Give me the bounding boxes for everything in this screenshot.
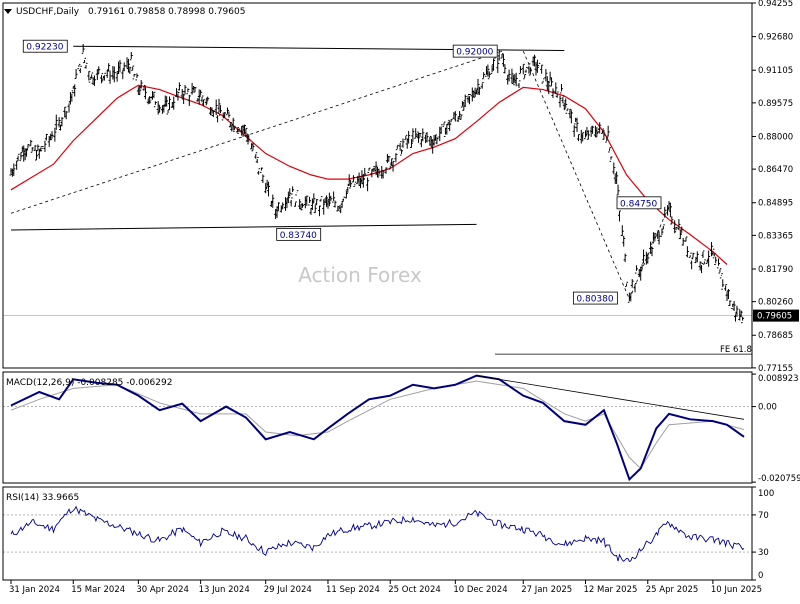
macd-tick-label: 0.008923: [758, 374, 799, 384]
current-price-marker: [753, 309, 799, 322]
annotation-box: [22, 39, 68, 53]
annotation-label: 0.83740: [280, 231, 317, 241]
x-tick-label: 25 Oct 2024: [388, 585, 441, 595]
annotation-label: 0.92230: [26, 43, 63, 53]
macd-tick-label: -0.020759: [758, 474, 800, 484]
y-tick-label: 0.89575: [758, 99, 793, 109]
rsi-line: [10, 505, 745, 562]
trendline: [10, 223, 477, 231]
annotation-label: 0.92000: [456, 48, 493, 58]
rsi-tick-label: 0: [758, 571, 763, 581]
macd-tick-label: 0.00: [758, 403, 777, 413]
rsi-tick-label: 100: [758, 489, 774, 499]
x-tick-label: 31 Jan 2024: [9, 585, 60, 595]
x-tick-label: 10 Dec 2024: [453, 585, 507, 595]
x-tick-label: 12 Mar 2025: [584, 585, 638, 595]
x-tick-label: 30 Apr 2024: [136, 585, 189, 595]
y-tick-label: 0.77155: [758, 364, 793, 374]
main-panel-frame: [2, 2, 753, 369]
annotation-label: 0.80380: [576, 295, 613, 305]
macd-trendline: [476, 375, 745, 420]
moving-average-line: [10, 84, 728, 265]
fe-level-label: FE 61.8: [720, 345, 752, 355]
annotation-box: [616, 196, 662, 210]
x-tick-label: 13 Jun 2024: [199, 585, 250, 595]
x-tick-label: 15 Mar 2024: [71, 585, 125, 595]
y-tick-label: 0.92680: [758, 33, 793, 43]
trendline: [629, 205, 670, 300]
macd-panel-title: MACD(12,26,9) -0.008285 -0.006292: [6, 378, 172, 388]
collapse-triangle-icon[interactable]: [4, 9, 12, 14]
annotation-label: 0.84750: [620, 199, 657, 209]
symbol-label: USDCHF,Daily: [16, 7, 80, 17]
macd-main-line: [10, 374, 745, 482]
y-tick-label: 0.78685: [758, 331, 793, 341]
trendline: [522, 50, 630, 300]
rsi-panel-frame: [2, 486, 753, 581]
current-price-label: 0.79605: [757, 312, 792, 322]
y-tick-label: 0.80260: [758, 298, 793, 308]
y-tick-label: 0.83365: [758, 231, 793, 241]
watermark-text: Action Forex: [298, 263, 422, 287]
annotation-box: [572, 291, 618, 305]
x-tick-label: 11 Sep 2024: [326, 585, 380, 595]
y-tick-label: 0.84895: [758, 199, 793, 209]
y-tick-label: 0.86470: [758, 165, 793, 175]
annotation-box: [276, 227, 322, 241]
trendline: [10, 50, 503, 214]
x-tick-label: 27 Jan 2025: [521, 585, 572, 595]
rsi-tick-label: 30: [758, 548, 769, 558]
annotation-box: [452, 44, 498, 58]
x-tick-label: 29 Jul 2024: [264, 585, 312, 595]
ohlc-label: 0.79161 0.79858 0.78998 0.79605: [88, 7, 245, 17]
y-tick-label: 0.91105: [758, 66, 793, 76]
macd-panel-frame: [2, 371, 753, 484]
y-tick-label: 0.94255: [758, 0, 793, 9]
y-tick-label: 0.81790: [758, 265, 793, 275]
rsi-panel-title: RSI(14) 33.9665: [6, 493, 79, 503]
x-tick-label: 25 Apr 2025: [646, 585, 699, 595]
y-tick-label: 0.88000: [758, 132, 793, 142]
x-tick-label: 10 Jun 2025: [711, 585, 762, 595]
rsi-tick-label: 70: [758, 511, 769, 521]
